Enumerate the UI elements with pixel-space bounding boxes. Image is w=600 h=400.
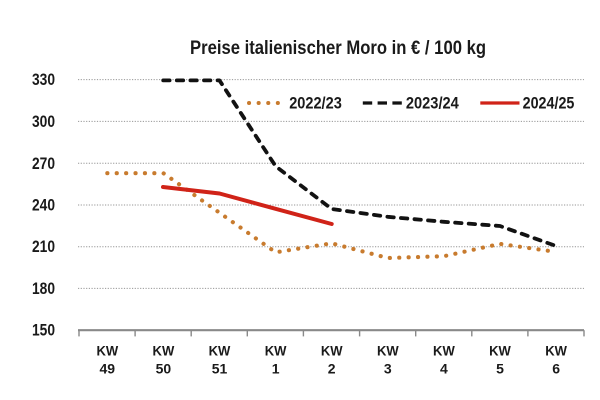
svg-text:KW: KW <box>545 343 567 359</box>
svg-text:150: 150 <box>32 321 55 339</box>
svg-text:2: 2 <box>328 361 336 377</box>
svg-text:KW: KW <box>153 343 175 359</box>
svg-text:KW: KW <box>433 343 455 359</box>
svg-text:3: 3 <box>384 361 392 377</box>
svg-text:KW: KW <box>489 343 511 359</box>
svg-text:2024/25: 2024/25 <box>523 94 575 113</box>
svg-text:4: 4 <box>440 361 448 377</box>
svg-text:240: 240 <box>32 197 55 215</box>
svg-text:210: 210 <box>32 238 55 256</box>
svg-text:1: 1 <box>272 361 280 377</box>
svg-text:180: 180 <box>32 280 55 298</box>
svg-text:Preise italienischer Moro in €: Preise italienischer Moro in € / 100 kg <box>190 38 486 59</box>
svg-text:49: 49 <box>100 361 116 377</box>
svg-text:2023/24: 2023/24 <box>406 94 459 113</box>
svg-text:2022/23: 2022/23 <box>289 94 342 113</box>
svg-text:330: 330 <box>32 71 55 89</box>
svg-text:KW: KW <box>321 343 343 359</box>
svg-text:KW: KW <box>265 343 287 359</box>
svg-text:51: 51 <box>212 361 228 377</box>
svg-text:50: 50 <box>156 361 172 377</box>
svg-text:5: 5 <box>496 361 504 377</box>
svg-text:300: 300 <box>32 113 55 131</box>
svg-text:6: 6 <box>552 361 560 377</box>
svg-text:KW: KW <box>377 343 399 359</box>
svg-text:KW: KW <box>209 343 231 359</box>
svg-text:KW: KW <box>96 343 118 359</box>
svg-text:270: 270 <box>32 155 55 173</box>
